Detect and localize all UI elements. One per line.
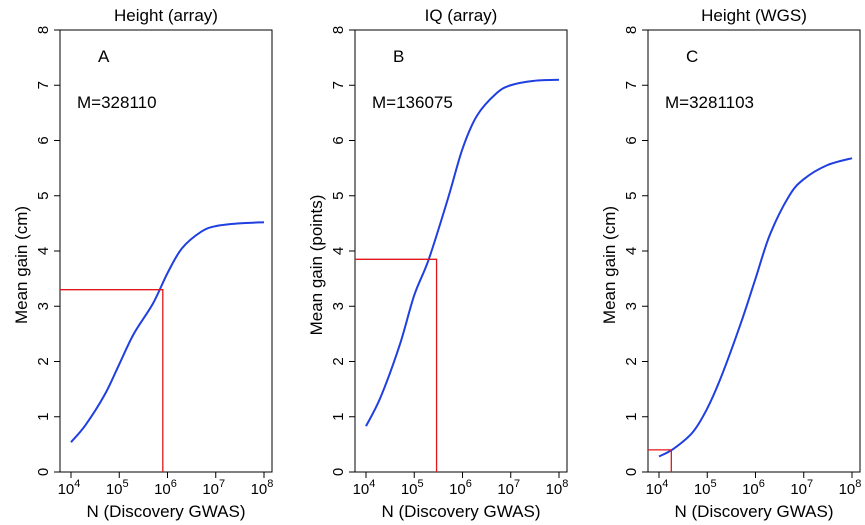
sample-size-annotation: M=328110 xyxy=(77,93,157,112)
y-tick-label: 0 xyxy=(35,468,52,476)
y-axis-title: Mean gain (points) xyxy=(307,195,326,336)
gain-curve-line xyxy=(70,221,265,443)
y-tick-label: 6 xyxy=(330,136,347,144)
panel-title: Height (WGS) xyxy=(701,6,807,25)
y-tick-label: 4 xyxy=(330,247,347,255)
y-tick-label: 1 xyxy=(35,413,52,421)
y-tick-label: 4 xyxy=(623,247,640,255)
y-tick-label: 1 xyxy=(330,413,347,421)
x-tick-label: 106 xyxy=(742,478,765,498)
x-axis-title: N (Discovery GWAS) xyxy=(675,502,834,521)
x-tick-label: 105 xyxy=(106,478,129,498)
x-tick-label: 107 xyxy=(497,478,520,498)
y-tick-label: 8 xyxy=(35,26,52,34)
current-sample-marker xyxy=(648,449,672,472)
sample-size-annotation: M=3281103 xyxy=(665,93,754,112)
y-tick-label: 6 xyxy=(623,136,640,144)
x-tick-label: 107 xyxy=(202,478,225,498)
panel-label: C xyxy=(686,47,698,66)
sample-size-annotation: M=136075 xyxy=(372,93,453,112)
chart-panel-2: IQ (array) B M=136075 0 1 2 3 4 5 6 7 8 104 105 106 107… xyxy=(307,6,568,521)
gain-curve-line xyxy=(365,78,560,427)
x-tick-label: 105 xyxy=(401,478,424,498)
x-tick-label: 108 xyxy=(251,478,274,498)
panel-label: A xyxy=(98,47,110,66)
current-sample-marker xyxy=(355,258,438,472)
y-tick-label: 6 xyxy=(35,136,52,144)
x-tick-label: 107 xyxy=(790,478,813,498)
panel-title: Height (array) xyxy=(114,6,218,25)
x-tick-label: 106 xyxy=(154,478,177,498)
y-tick-label: 7 xyxy=(330,81,347,89)
y-tick-label: 8 xyxy=(623,26,640,34)
x-tick-label: 104 xyxy=(353,478,376,498)
y-tick-label: 2 xyxy=(330,357,347,365)
y-axis-title: Mean gain (cm) xyxy=(600,206,619,324)
chart-panel-1: Height (array) A M=328110 0 1 2 3 4 5 6 7 8 104 105 10… xyxy=(12,6,273,521)
current-sample-marker xyxy=(60,289,164,472)
y-tick-label: 0 xyxy=(330,468,347,476)
y-tick-label: 0 xyxy=(623,468,640,476)
y-tick-label: 3 xyxy=(623,302,640,310)
x-axis-title: N (Discovery GWAS) xyxy=(382,502,541,521)
y-tick-label: 7 xyxy=(623,81,640,89)
panel-label: B xyxy=(393,47,404,66)
y-tick-label: 3 xyxy=(330,302,347,310)
y-tick-label: 4 xyxy=(35,247,52,255)
y-tick-label: 7 xyxy=(35,81,52,89)
chart-panel-3: Height (WGS) C M=3281103 0 1 2 3 4 5 6 7 8 104 105 106… xyxy=(600,6,861,521)
y-tick-label: 1 xyxy=(623,413,640,421)
x-tick-label: 108 xyxy=(839,478,862,498)
x-axis-title: N (Discovery GWAS) xyxy=(87,502,246,521)
x-tick-label: 104 xyxy=(58,478,81,498)
x-tick-label: 104 xyxy=(646,478,669,498)
y-tick-label: 3 xyxy=(35,302,52,310)
y-axis-title: Mean gain (cm) xyxy=(12,206,31,324)
y-tick-label: 5 xyxy=(330,192,347,200)
gain-curve-line xyxy=(658,157,853,458)
y-tick-label: 5 xyxy=(623,192,640,200)
x-tick-label: 106 xyxy=(449,478,472,498)
y-tick-label: 8 xyxy=(330,26,347,34)
panel-title: IQ (array) xyxy=(425,6,498,25)
x-tick-label: 108 xyxy=(546,478,569,498)
x-tick-label: 105 xyxy=(694,478,717,498)
y-tick-label: 2 xyxy=(623,357,640,365)
y-tick-label: 5 xyxy=(35,192,52,200)
y-tick-label: 2 xyxy=(35,357,52,365)
